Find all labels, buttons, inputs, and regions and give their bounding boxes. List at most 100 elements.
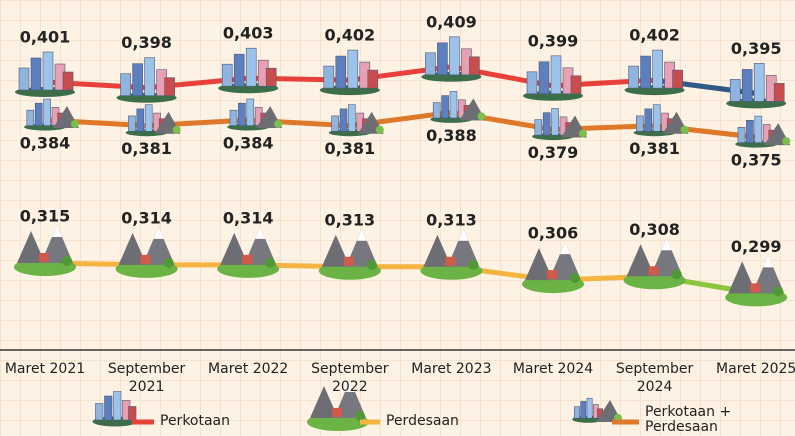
icon-building — [527, 72, 537, 94]
point-icon — [420, 229, 482, 280]
icon-tree — [782, 137, 790, 145]
icon-building — [581, 401, 586, 418]
icon-building — [96, 404, 104, 421]
value-label: 0,381 — [121, 139, 172, 158]
icon-building — [433, 103, 440, 118]
icon-tree — [376, 126, 384, 134]
point-icon — [15, 52, 75, 97]
value-label: 0,308 — [629, 220, 680, 239]
icon-building — [552, 109, 559, 136]
icon-building — [44, 99, 51, 126]
point-icon — [430, 91, 485, 123]
point-icon — [532, 109, 587, 141]
icon-house — [141, 255, 151, 264]
icon-building — [27, 110, 34, 125]
icon-building — [35, 103, 42, 125]
value-label: 0,306 — [528, 224, 579, 243]
legend-icon — [93, 392, 138, 427]
point-icon — [523, 56, 583, 101]
icon-building — [246, 48, 256, 86]
x-tick-label: September 2021 — [99, 360, 195, 396]
x-tick-label: Maret 2021 — [0, 360, 93, 378]
point-icon — [625, 50, 685, 95]
icon-building — [234, 54, 244, 86]
icon-building — [543, 113, 550, 135]
point-icon — [421, 37, 481, 82]
icon-building — [129, 407, 137, 421]
icon-snow — [458, 229, 468, 241]
value-label: 0,384 — [223, 134, 274, 153]
page: {"chart_data": {"type": "line", "categor… — [0, 0, 795, 436]
icon-building — [128, 116, 135, 131]
icon-building — [641, 56, 651, 88]
icon-building — [222, 64, 232, 86]
icon-building — [145, 58, 155, 96]
point-icon — [126, 105, 181, 137]
point-icon — [329, 105, 384, 137]
icon-snow — [357, 229, 367, 241]
icon-tree — [579, 130, 587, 138]
value-label: 0,388 — [426, 126, 477, 145]
value-label: 0,315 — [20, 207, 71, 226]
icon-tree — [477, 112, 485, 120]
icon-building — [442, 96, 449, 118]
value-label: 0,402 — [629, 26, 680, 45]
value-label: 0,399 — [528, 31, 579, 50]
icon-snow — [52, 225, 62, 237]
icon-house — [750, 283, 760, 292]
value-label: 0,381 — [324, 139, 375, 158]
icon-building — [230, 110, 237, 125]
icon-tree — [570, 273, 580, 283]
icon-building — [368, 70, 378, 88]
value-label: 0,381 — [629, 139, 680, 158]
point-icon — [217, 227, 279, 278]
value-label: 0,314 — [223, 208, 274, 227]
icon-building — [105, 396, 113, 420]
icon-house — [649, 266, 659, 275]
x-tick-label: September 2024 — [607, 360, 703, 396]
icon-snow — [255, 227, 265, 239]
icon-building — [19, 68, 29, 90]
icon-house — [39, 253, 49, 262]
icon-building — [348, 105, 355, 132]
icon-building — [238, 103, 245, 125]
value-label: 0,398 — [121, 33, 172, 52]
icon-building — [336, 56, 346, 88]
value-label: 0,395 — [731, 39, 782, 58]
icon-tree — [71, 120, 79, 128]
value-label: 0,384 — [20, 134, 71, 153]
icon-building — [247, 99, 254, 126]
icon-building — [738, 127, 745, 142]
icon-house — [445, 257, 455, 266]
value-label: 0,379 — [528, 143, 579, 162]
icon-building — [145, 105, 152, 132]
icon-building — [324, 66, 334, 88]
icon-building — [653, 50, 663, 88]
point-icon — [24, 99, 79, 131]
icon-building — [774, 83, 784, 101]
legend-label: Perkotaan — [160, 414, 230, 429]
point-icon — [634, 105, 689, 137]
x-tick-label: Maret 2024 — [505, 360, 601, 378]
point-icon — [522, 242, 584, 293]
icon-building — [754, 63, 764, 101]
point-icon — [726, 63, 786, 108]
icon-building — [645, 109, 652, 131]
value-label: 0,299 — [731, 237, 782, 256]
x-tick-label: Maret 2023 — [403, 360, 499, 378]
point-icon — [227, 99, 282, 131]
legend-label: Perkotaan + Perdesaan — [645, 405, 755, 435]
icon-building — [574, 407, 579, 419]
point-icon — [320, 50, 380, 95]
point-icon — [624, 238, 686, 289]
icon-building — [746, 120, 753, 142]
legend-label: Perdesaan — [386, 414, 459, 429]
point-icon — [117, 58, 177, 103]
icon-snow — [560, 242, 570, 254]
value-label: 0,313 — [426, 210, 477, 229]
value-label: 0,314 — [121, 208, 172, 227]
x-tick-label: September 2022 — [302, 360, 398, 396]
icon-building — [742, 69, 752, 101]
value-label: 0,402 — [324, 26, 375, 45]
icon-house — [242, 255, 252, 264]
